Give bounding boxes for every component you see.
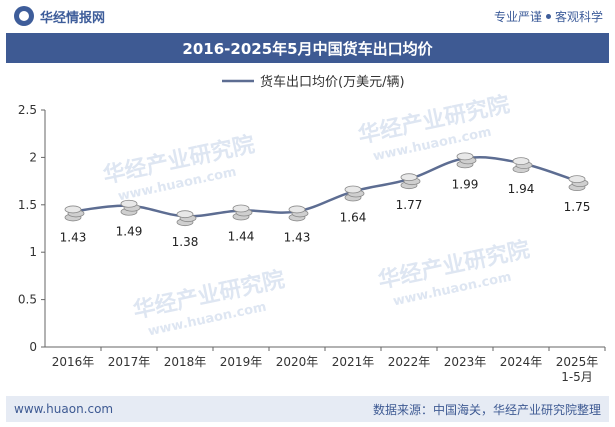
coin-stack-icon xyxy=(64,205,82,214)
axes: 0 0.5 1 1.5 2 2.5 2016年 2017年 2018年 2019年 2020年 202… xyxy=(18,103,606,384)
slogan: 专业严谨 客观科学 xyxy=(494,8,603,25)
x-tick-label: 2022年 xyxy=(388,355,431,369)
data-point-marker xyxy=(456,152,477,169)
x-tick-label: 2021年 xyxy=(332,355,375,369)
coin-stack-icon xyxy=(344,185,362,194)
x-tick-label: 2020年 xyxy=(276,355,319,369)
data-label: 1.77 xyxy=(396,198,423,212)
bullet-icon xyxy=(545,13,551,19)
y-tick-label: 1.5 xyxy=(18,198,37,212)
x-tick-label: 2018年 xyxy=(164,355,207,369)
data-point-marker xyxy=(400,173,421,190)
x-tick-label: 2024年 xyxy=(500,355,543,369)
slogan-right: 客观科学 xyxy=(554,9,603,24)
x-tick-label: 2019年 xyxy=(220,355,263,369)
data-label: 1.99 xyxy=(452,177,479,191)
series-layer: 1.43 1.49 1.38 1.44 1.43 1.64 1.77 1.99 1.94 1.75 xyxy=(60,152,591,249)
data-point-marker xyxy=(512,157,533,173)
data-label: 1.64 xyxy=(340,211,367,225)
x-tick-label: 1-5月 xyxy=(561,370,593,384)
data-label: 1.44 xyxy=(228,229,255,243)
footer-bar: www.huaon.com 数据来源：中国海关，华经产业研究院整理 xyxy=(6,396,609,422)
logo-icon xyxy=(14,6,34,26)
x-tick-label: 2025年 xyxy=(556,355,599,369)
x-tick-label: 2016年 xyxy=(52,355,95,369)
data-label: 1.49 xyxy=(116,225,143,239)
y-tick-label: 0 xyxy=(29,340,37,354)
chart-title-bar: 2016-2025年5月中国货车出口均价 xyxy=(6,33,609,63)
coin-stack-icon xyxy=(288,205,306,214)
legend-label: 货车出口均价(万美元/辆) xyxy=(260,74,405,90)
data-label: 1.43 xyxy=(284,230,311,244)
brand: 华经情报网 xyxy=(14,6,105,26)
data-point-marker xyxy=(232,204,253,221)
data-point-marker xyxy=(176,210,197,227)
coin-stack-icon xyxy=(120,199,138,208)
coin-stack-icon xyxy=(456,152,474,161)
x-tick-label: 2017年 xyxy=(108,355,151,369)
top-bar: 华经情报网 专业严谨 客观科学 xyxy=(0,0,615,32)
data-point-marker xyxy=(288,205,309,222)
data-label: 1.38 xyxy=(172,235,199,249)
data-label: 1.75 xyxy=(564,200,591,214)
chart-title: 2016-2025年5月中国货车出口均价 xyxy=(182,39,433,58)
coin-stack-icon xyxy=(232,204,250,213)
coin-stack-icon xyxy=(512,157,530,165)
brand-name: 华经情报网 xyxy=(40,10,106,26)
coin-stack-icon xyxy=(176,210,194,219)
line-chart: 华经产业研究院www.huaon.com华经产业研究院www.huaon.com… xyxy=(18,74,606,384)
data-point-marker xyxy=(64,205,85,222)
data-point-marker xyxy=(568,175,589,191)
data-point-marker xyxy=(344,185,365,202)
footer-source: 数据来源：中国海关，华经产业研究院整理 xyxy=(372,402,601,417)
coin-stack-icon xyxy=(400,173,418,182)
y-tick-label: 2.5 xyxy=(18,103,37,117)
coin-stack-icon xyxy=(568,175,586,183)
y-tick-label: 2 xyxy=(29,150,37,164)
footer-website[interactable]: www.huaon.com xyxy=(14,402,114,416)
y-tick-label: 1 xyxy=(29,245,37,259)
x-tick-label: 2023年 xyxy=(444,355,487,369)
data-point-marker xyxy=(120,199,141,216)
watermark-layer: 华经产业研究院www.huaon.com华经产业研究院www.huaon.com… xyxy=(101,91,532,339)
legend: 货车出口均价(万美元/辆) xyxy=(222,74,405,90)
slogan-left: 专业严谨 xyxy=(493,9,542,24)
series-line xyxy=(72,156,578,218)
y-tick-label: 0.5 xyxy=(18,293,37,307)
data-label: 1.94 xyxy=(508,182,535,196)
data-label: 1.43 xyxy=(60,230,87,244)
